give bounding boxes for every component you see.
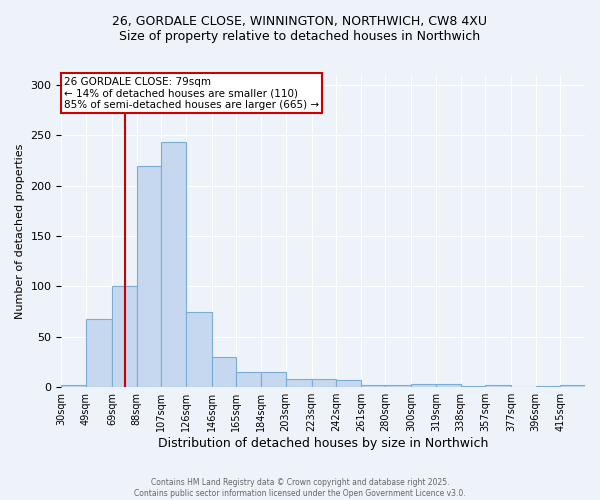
Bar (311, 379, 336, 387)
Bar (86, 318, 112, 387)
Y-axis label: Number of detached properties: Number of detached properties (15, 144, 25, 319)
Bar (536, 386, 560, 387)
Bar (436, 384, 461, 387)
Bar (236, 372, 261, 387)
Text: 26 GORDALE CLOSE: 79sqm
← 14% of detached houses are smaller (110)
85% of semi-d: 26 GORDALE CLOSE: 79sqm ← 14% of detache… (64, 76, 319, 110)
Bar (412, 384, 436, 387)
Text: 26, GORDALE CLOSE, WINNINGTON, NORTHWICH, CW8 4XU
Size of property relative to d: 26, GORDALE CLOSE, WINNINGTON, NORTHWICH… (113, 15, 487, 43)
Bar (485, 385, 511, 387)
Bar (286, 379, 311, 387)
Bar (161, 142, 186, 387)
X-axis label: Distribution of detached houses by size in Northwich: Distribution of detached houses by size … (158, 437, 488, 450)
Bar (61, 385, 86, 387)
Bar (385, 385, 412, 387)
Bar (461, 386, 485, 387)
Text: Contains HM Land Registry data © Crown copyright and database right 2025.
Contai: Contains HM Land Registry data © Crown c… (134, 478, 466, 498)
Bar (336, 380, 361, 387)
Bar (560, 385, 585, 387)
Bar (112, 286, 137, 387)
Bar (261, 372, 286, 387)
Bar (361, 385, 385, 387)
Bar (212, 357, 236, 387)
Bar (137, 166, 161, 387)
Bar (186, 312, 212, 387)
